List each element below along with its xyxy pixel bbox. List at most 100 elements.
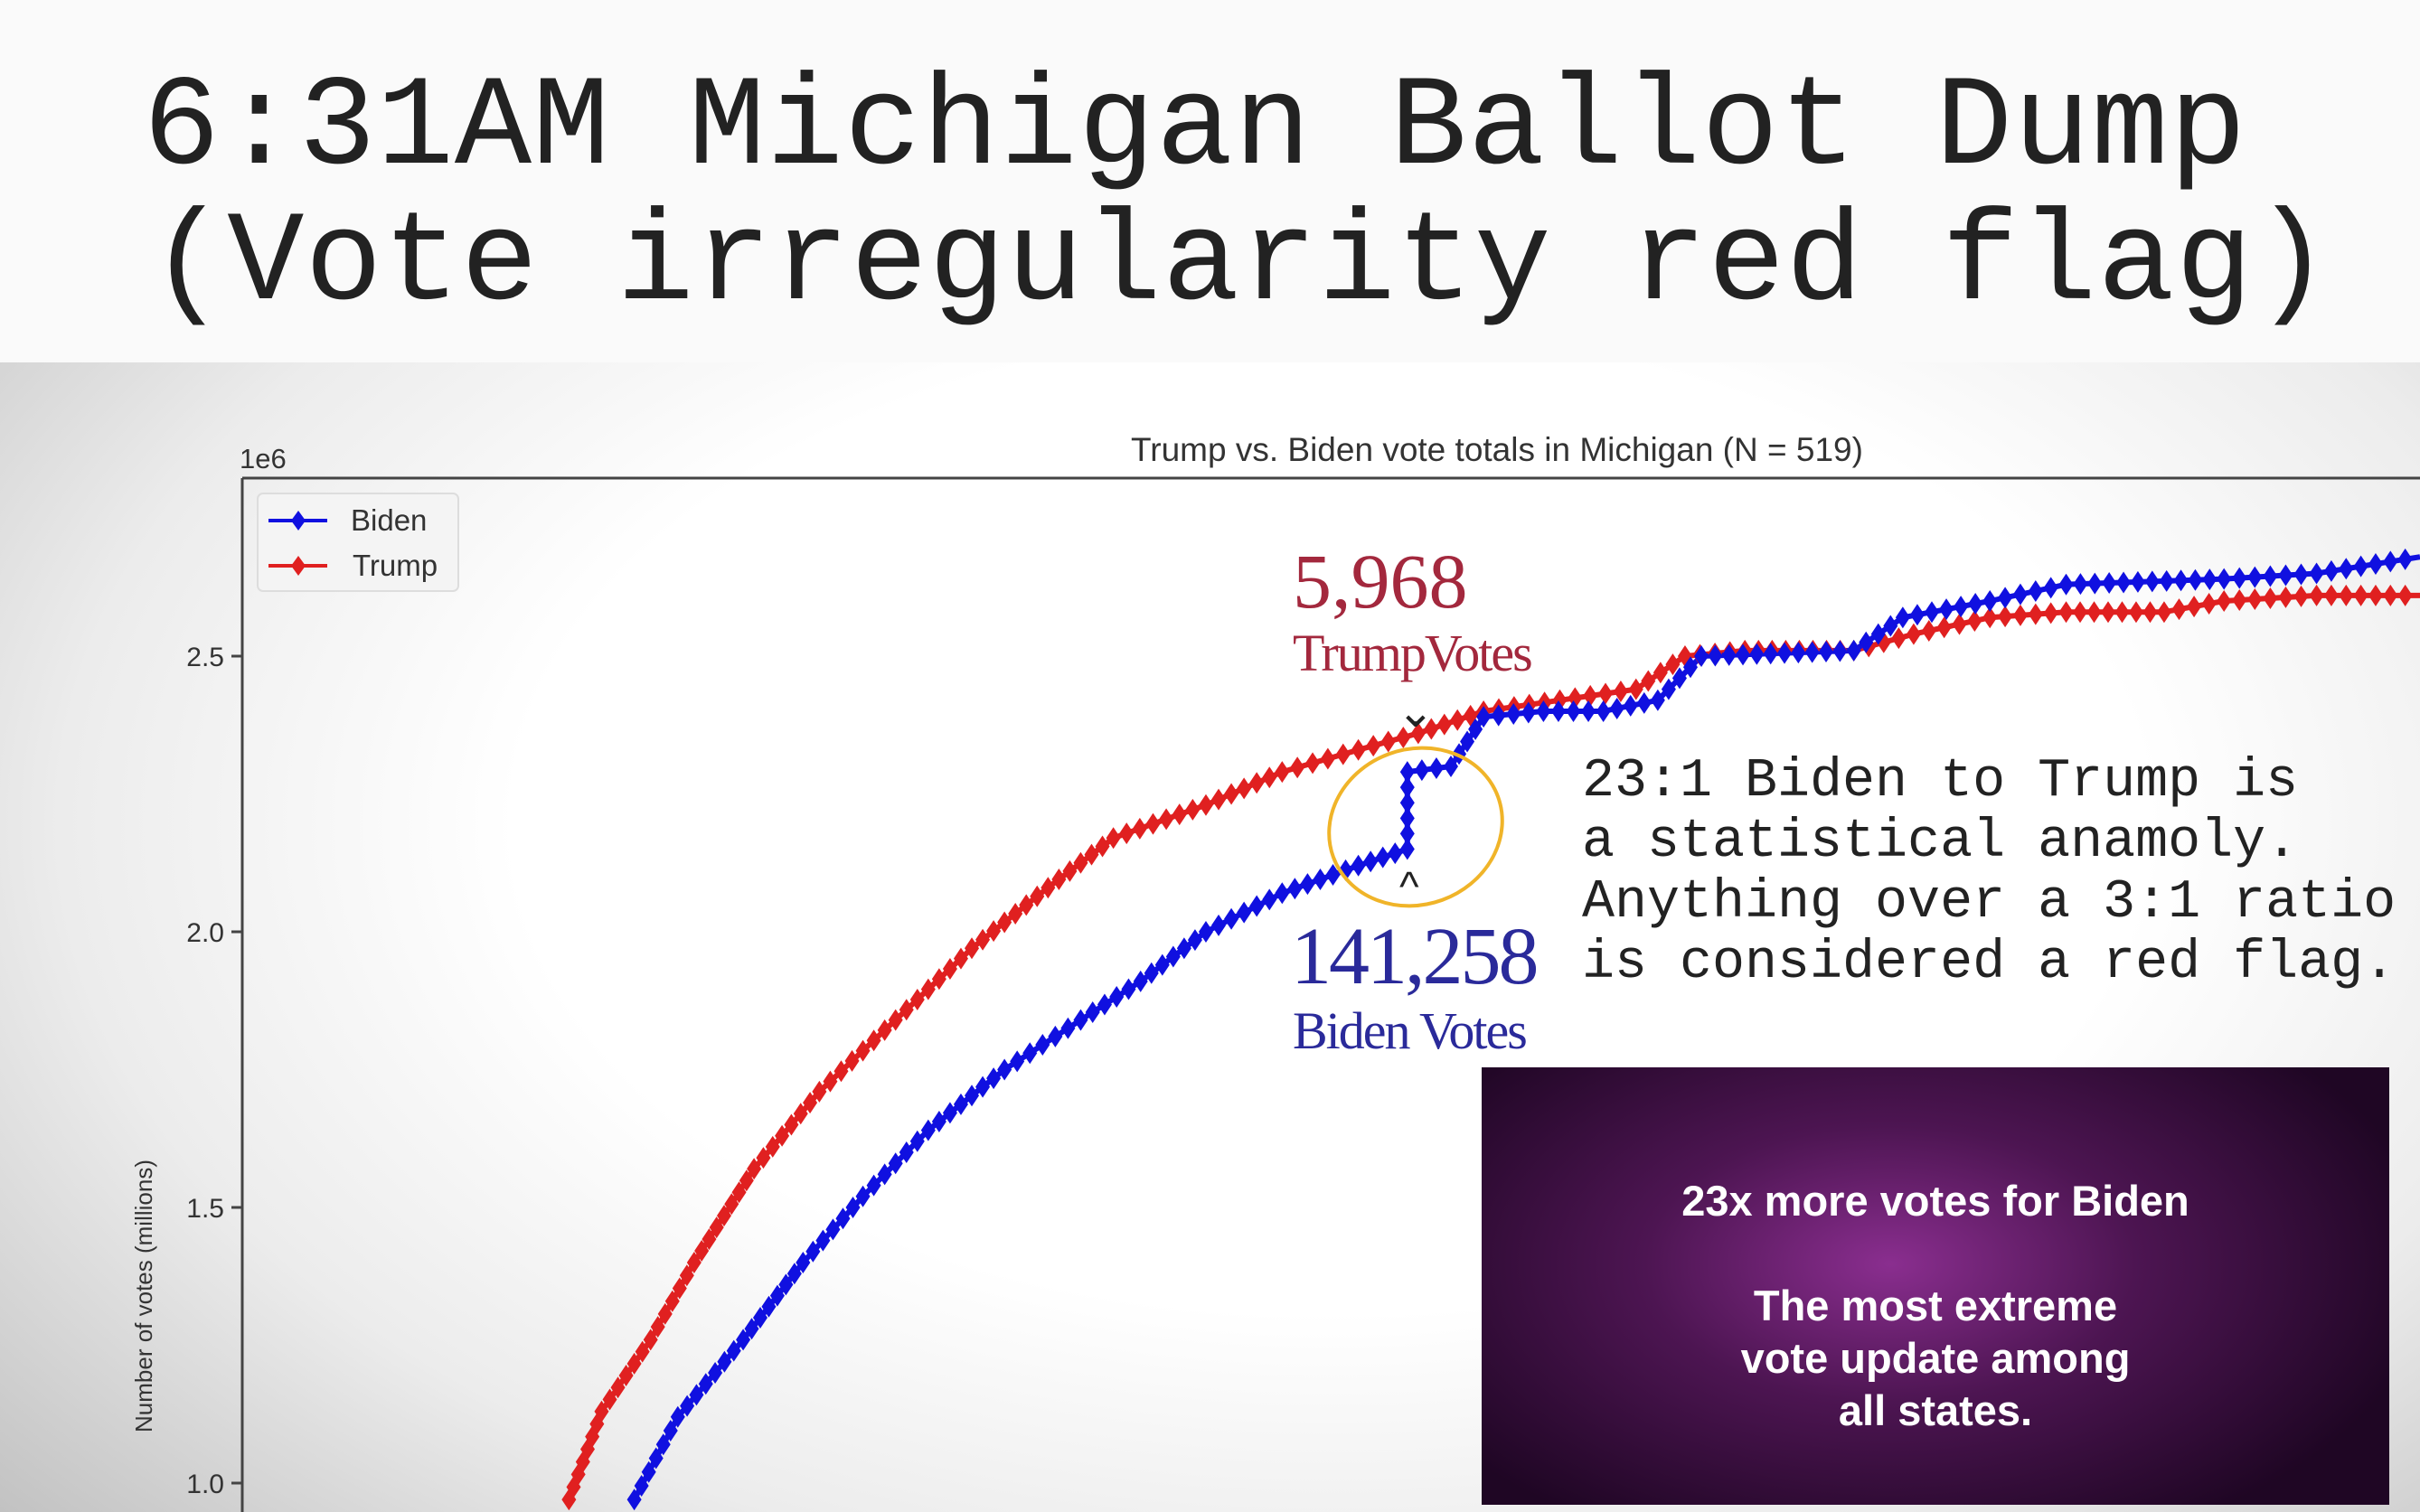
biden-data-point <box>2028 580 2043 603</box>
trump-data-point <box>1436 713 1452 736</box>
biden-data-point <box>1154 953 1170 976</box>
biden-data-point <box>736 1329 751 1351</box>
chart-axes <box>240 476 2420 1512</box>
trump-data-point <box>1211 788 1227 811</box>
biden-data-point <box>942 1102 957 1124</box>
biden-data-point <box>1249 895 1265 917</box>
trump-data-point <box>953 947 968 970</box>
biden-data-point <box>1109 985 1125 1008</box>
trump-data-point <box>1185 798 1201 821</box>
biden-data-point <box>689 1384 704 1406</box>
up-arrow-icon: ^ <box>1399 863 1419 910</box>
biden-data-point <box>663 1420 678 1442</box>
biden-data-point <box>2383 550 2398 573</box>
biden-data-point <box>1939 598 1954 621</box>
biden-data-point <box>997 1058 1012 1081</box>
biden-data-point <box>2087 572 2103 595</box>
biden-data-point <box>1609 697 1624 719</box>
trump-data-point <box>775 1124 790 1147</box>
biden-data-point <box>1832 640 1848 662</box>
y-tick-label: 1.5 <box>186 1194 224 1224</box>
trump-data-point <box>2397 584 2413 606</box>
trump-data-point <box>833 1060 849 1083</box>
biden-data-point <box>1777 642 1793 664</box>
trump-data-point <box>2058 601 2074 624</box>
trump-data-point <box>784 1113 799 1136</box>
y-tick-label: 1.0 <box>186 1470 224 1499</box>
biden-data-point <box>1998 587 2013 609</box>
biden-data-point <box>2188 568 2203 591</box>
trump-data-point <box>1030 885 1045 907</box>
biden-data-point <box>1399 807 1415 830</box>
biden-data-point <box>1198 921 1213 943</box>
highlight-circle <box>1327 746 1504 908</box>
trump-data-point <box>1366 735 1381 757</box>
biden-data-point <box>1708 644 1723 667</box>
biden-data-point <box>1399 761 1415 784</box>
biden-data-point <box>1428 757 1444 780</box>
trump-data-point <box>1198 794 1213 816</box>
trump-data-point <box>756 1147 771 1169</box>
biden-data-point <box>2232 567 2247 589</box>
trump-data-point <box>866 1029 881 1052</box>
y-tick-label: 2.5 <box>186 643 224 672</box>
biden-data-point <box>1010 1050 1025 1073</box>
biden-data-point <box>744 1318 759 1340</box>
note-line-2: a statistical anamoly. <box>1582 812 2299 873</box>
biden-data-point <box>1924 601 1939 624</box>
biden-data-point <box>2043 577 2058 599</box>
biden-data-point <box>2144 570 2160 593</box>
trump-data-point <box>888 1009 903 1031</box>
trump-data-point <box>1041 877 1056 899</box>
biden-data-point <box>1133 970 1148 992</box>
trump-data-point <box>1998 606 2013 628</box>
trump-data-point <box>2263 587 2278 609</box>
trump-data-point <box>2043 602 2058 625</box>
trump-data-point <box>2339 584 2354 606</box>
trump-data-point <box>724 1193 739 1216</box>
biden-data-point <box>786 1263 802 1285</box>
biden-data-point <box>825 1218 841 1241</box>
trump-data-point <box>1628 678 1643 700</box>
biden-data-point <box>2323 559 2339 582</box>
biden-data-point <box>1399 776 1415 799</box>
trump-data-point <box>626 1352 642 1375</box>
trump-data-point <box>2086 601 2102 624</box>
trump-data-point <box>1380 730 1396 753</box>
trump-data-point <box>2217 590 2232 612</box>
biden-data-point <box>855 1185 871 1207</box>
trump-data-point <box>709 1216 724 1239</box>
biden-data-point <box>2102 572 2117 595</box>
trump-data-point <box>1906 623 1921 645</box>
trump-data-point <box>2232 588 2247 611</box>
biden-data-point <box>2058 573 2074 596</box>
biden-data-point <box>986 1067 1002 1090</box>
biden-votes-label: Biden Votes <box>1293 1001 1528 1060</box>
biden-data-point <box>1060 1017 1076 1039</box>
trump-data-point <box>2383 584 2398 606</box>
trump-data-point <box>694 1240 710 1263</box>
trump-data-point <box>702 1228 717 1251</box>
biden-data-point <box>1022 1042 1038 1065</box>
trump-data-point <box>1106 827 1121 850</box>
biden-data-point <box>1883 615 1898 637</box>
trump-data-point <box>2012 604 2028 626</box>
biden-data-point <box>1968 593 1983 615</box>
biden-data-point <box>726 1339 741 1362</box>
trump-data-point <box>672 1277 687 1300</box>
biden-data-point <box>1982 590 1998 612</box>
trump-data-point <box>986 920 1002 943</box>
trump-data-point <box>1132 817 1147 840</box>
biden-data-point <box>1791 642 1806 664</box>
biden-data-point <box>1536 700 1551 722</box>
biden-data-point <box>1596 700 1611 722</box>
biden-data-point <box>1399 838 1415 860</box>
trump-data-point <box>2247 587 2263 610</box>
biden-data-point <box>1275 882 1290 905</box>
trump-data-point <box>747 1158 762 1180</box>
biden-votes-count: 141,258 <box>1291 912 1539 1001</box>
trump-data-point <box>686 1252 702 1273</box>
trump-data-point <box>1641 670 1656 692</box>
trump-data-point <box>2114 601 2130 624</box>
